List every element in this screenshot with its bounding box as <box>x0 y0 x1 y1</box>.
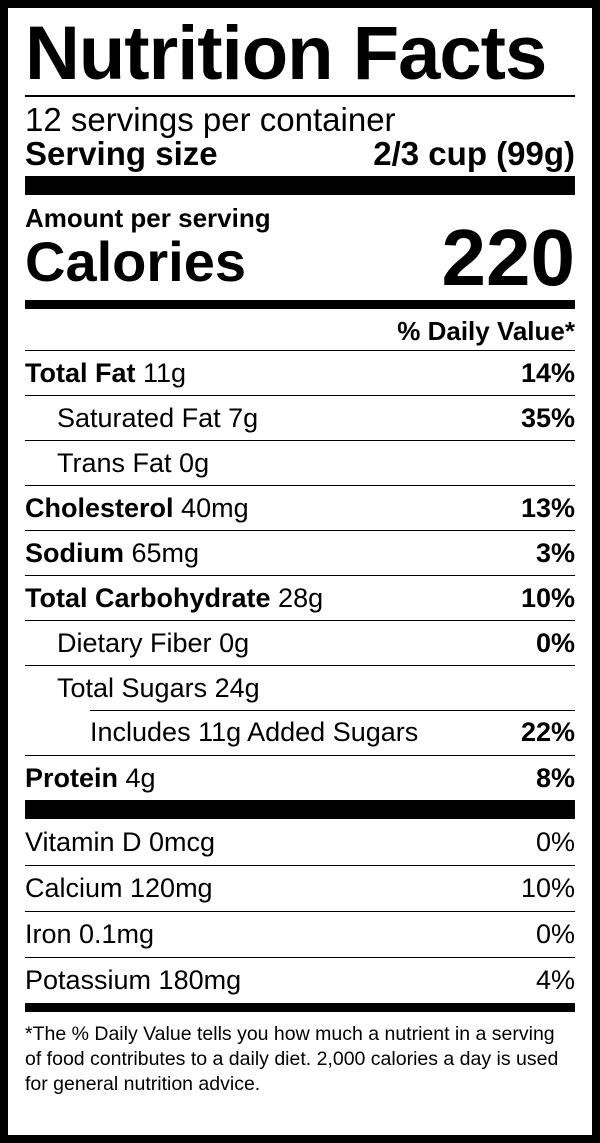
footnote: *The % Daily Value tells you how much a … <box>25 1023 559 1095</box>
nutrient-row-trans-fat: Trans Fat 0g <box>25 440 575 485</box>
nutrient-row-cholesterol: Cholesterol 40mg 13% <box>25 485 575 530</box>
calories-divider <box>25 300 575 309</box>
nutrient-name: Protein <box>25 762 119 793</box>
nutrient-name: Total Fat <box>25 357 136 388</box>
servings-per-container: 12 servings per container <box>25 101 396 138</box>
nutrient-amount: 7g <box>228 402 259 433</box>
serving-size-label: Serving size <box>25 135 218 172</box>
vitamin-dv: 4% <box>535 965 575 995</box>
nutrient-name: Includes 11g Added Sugars <box>90 717 419 747</box>
nutrient-amount: 24g <box>214 672 260 703</box>
nutrient-row-total-fat: Total Fat 11g 14% <box>25 350 575 395</box>
nutrient-amount: 0g <box>219 627 250 658</box>
nutrient-name: Dietary Fiber <box>57 627 212 658</box>
serving-divider <box>25 176 575 195</box>
nutrient-amount: 65mg <box>131 537 200 568</box>
label-title: Nutrition Facts <box>25 11 547 96</box>
vitamin-name: Calcium 120mg <box>25 873 213 903</box>
nutrient-row-total-carbohydrate: Total Carbohydrate 28g 10% <box>25 575 575 620</box>
nutrient-name: Trans Fat <box>57 447 172 478</box>
nutrient-dv: 22% <box>520 717 575 747</box>
nutrient-amount: 11g <box>143 357 187 388</box>
nutrient-row-total-sugars: Total Sugars 24g <box>25 665 575 710</box>
nutrient-row-added-sugars: Includes 11g Added Sugars 22% <box>25 710 575 755</box>
vitamin-row-potassium: Potassium 180mg 4% <box>25 957 575 1003</box>
nutrient-dv: 13% <box>520 492 575 523</box>
nutrient-row-saturated-fat: Saturated Fat 7g 35% <box>25 395 575 440</box>
calories-value: 220 <box>441 213 575 302</box>
nutrient-row-dietary-fiber: Dietary Fiber 0g 0% <box>25 620 575 665</box>
serving-size-row: Serving size 2/3 cup (99g) <box>25 137 575 176</box>
nutrient-name: Cholesterol <box>25 492 174 523</box>
serving-size-value: 2/3 cup (99g) <box>373 135 575 172</box>
daily-value-header: % Daily Value* <box>397 316 575 346</box>
nutrient-dv: 10% <box>520 582 575 613</box>
footnote-divider <box>25 1003 575 1012</box>
vitamins-divider <box>25 800 575 819</box>
vitamin-name: Potassium 180mg <box>25 965 242 995</box>
vitamin-row-calcium: Calcium 120mg 10% <box>25 865 575 911</box>
nutrient-dv: 14% <box>520 357 575 388</box>
vitamin-name: Iron 0.1mg <box>25 919 155 949</box>
vitamin-dv: 10% <box>520 873 575 903</box>
nutrient-amount: 0g <box>179 447 210 478</box>
nutrient-name: Sodium <box>25 537 124 568</box>
vitamin-name: Vitamin D 0mcg <box>25 826 216 857</box>
nutrient-row-protein: Protein 4g 8% <box>25 755 575 800</box>
nutrient-dv: 0% <box>535 627 575 658</box>
amount-per-serving: Amount per serving <box>25 203 271 233</box>
vitamin-row-vitamin-d: Vitamin D 0mcg 0% <box>25 819 575 865</box>
calories-label: Calories <box>25 230 246 293</box>
vitamin-dv: 0% <box>535 919 575 949</box>
title-divider <box>25 95 575 97</box>
nutrient-name: Saturated Fat <box>57 402 221 433</box>
calories-row: Calories 220 <box>25 218 575 300</box>
nutrient-row-sodium: Sodium 65mg 3% <box>25 530 575 575</box>
nutrient-name: Total Carbohydrate <box>25 582 271 613</box>
vitamin-row-iron: Iron 0.1mg 0% <box>25 911 575 957</box>
nutrient-amount: 40mg <box>181 492 249 523</box>
nutrient-dv: 8% <box>535 762 575 793</box>
vitamin-dv: 0% <box>535 826 575 857</box>
nutrient-amount: 4g <box>125 762 156 793</box>
nutrient-dv: 3% <box>535 537 575 568</box>
nutrient-amount: 28g <box>278 582 324 613</box>
nutrient-dv: 35% <box>520 402 575 433</box>
nutrient-name: Total Sugars <box>57 672 208 703</box>
